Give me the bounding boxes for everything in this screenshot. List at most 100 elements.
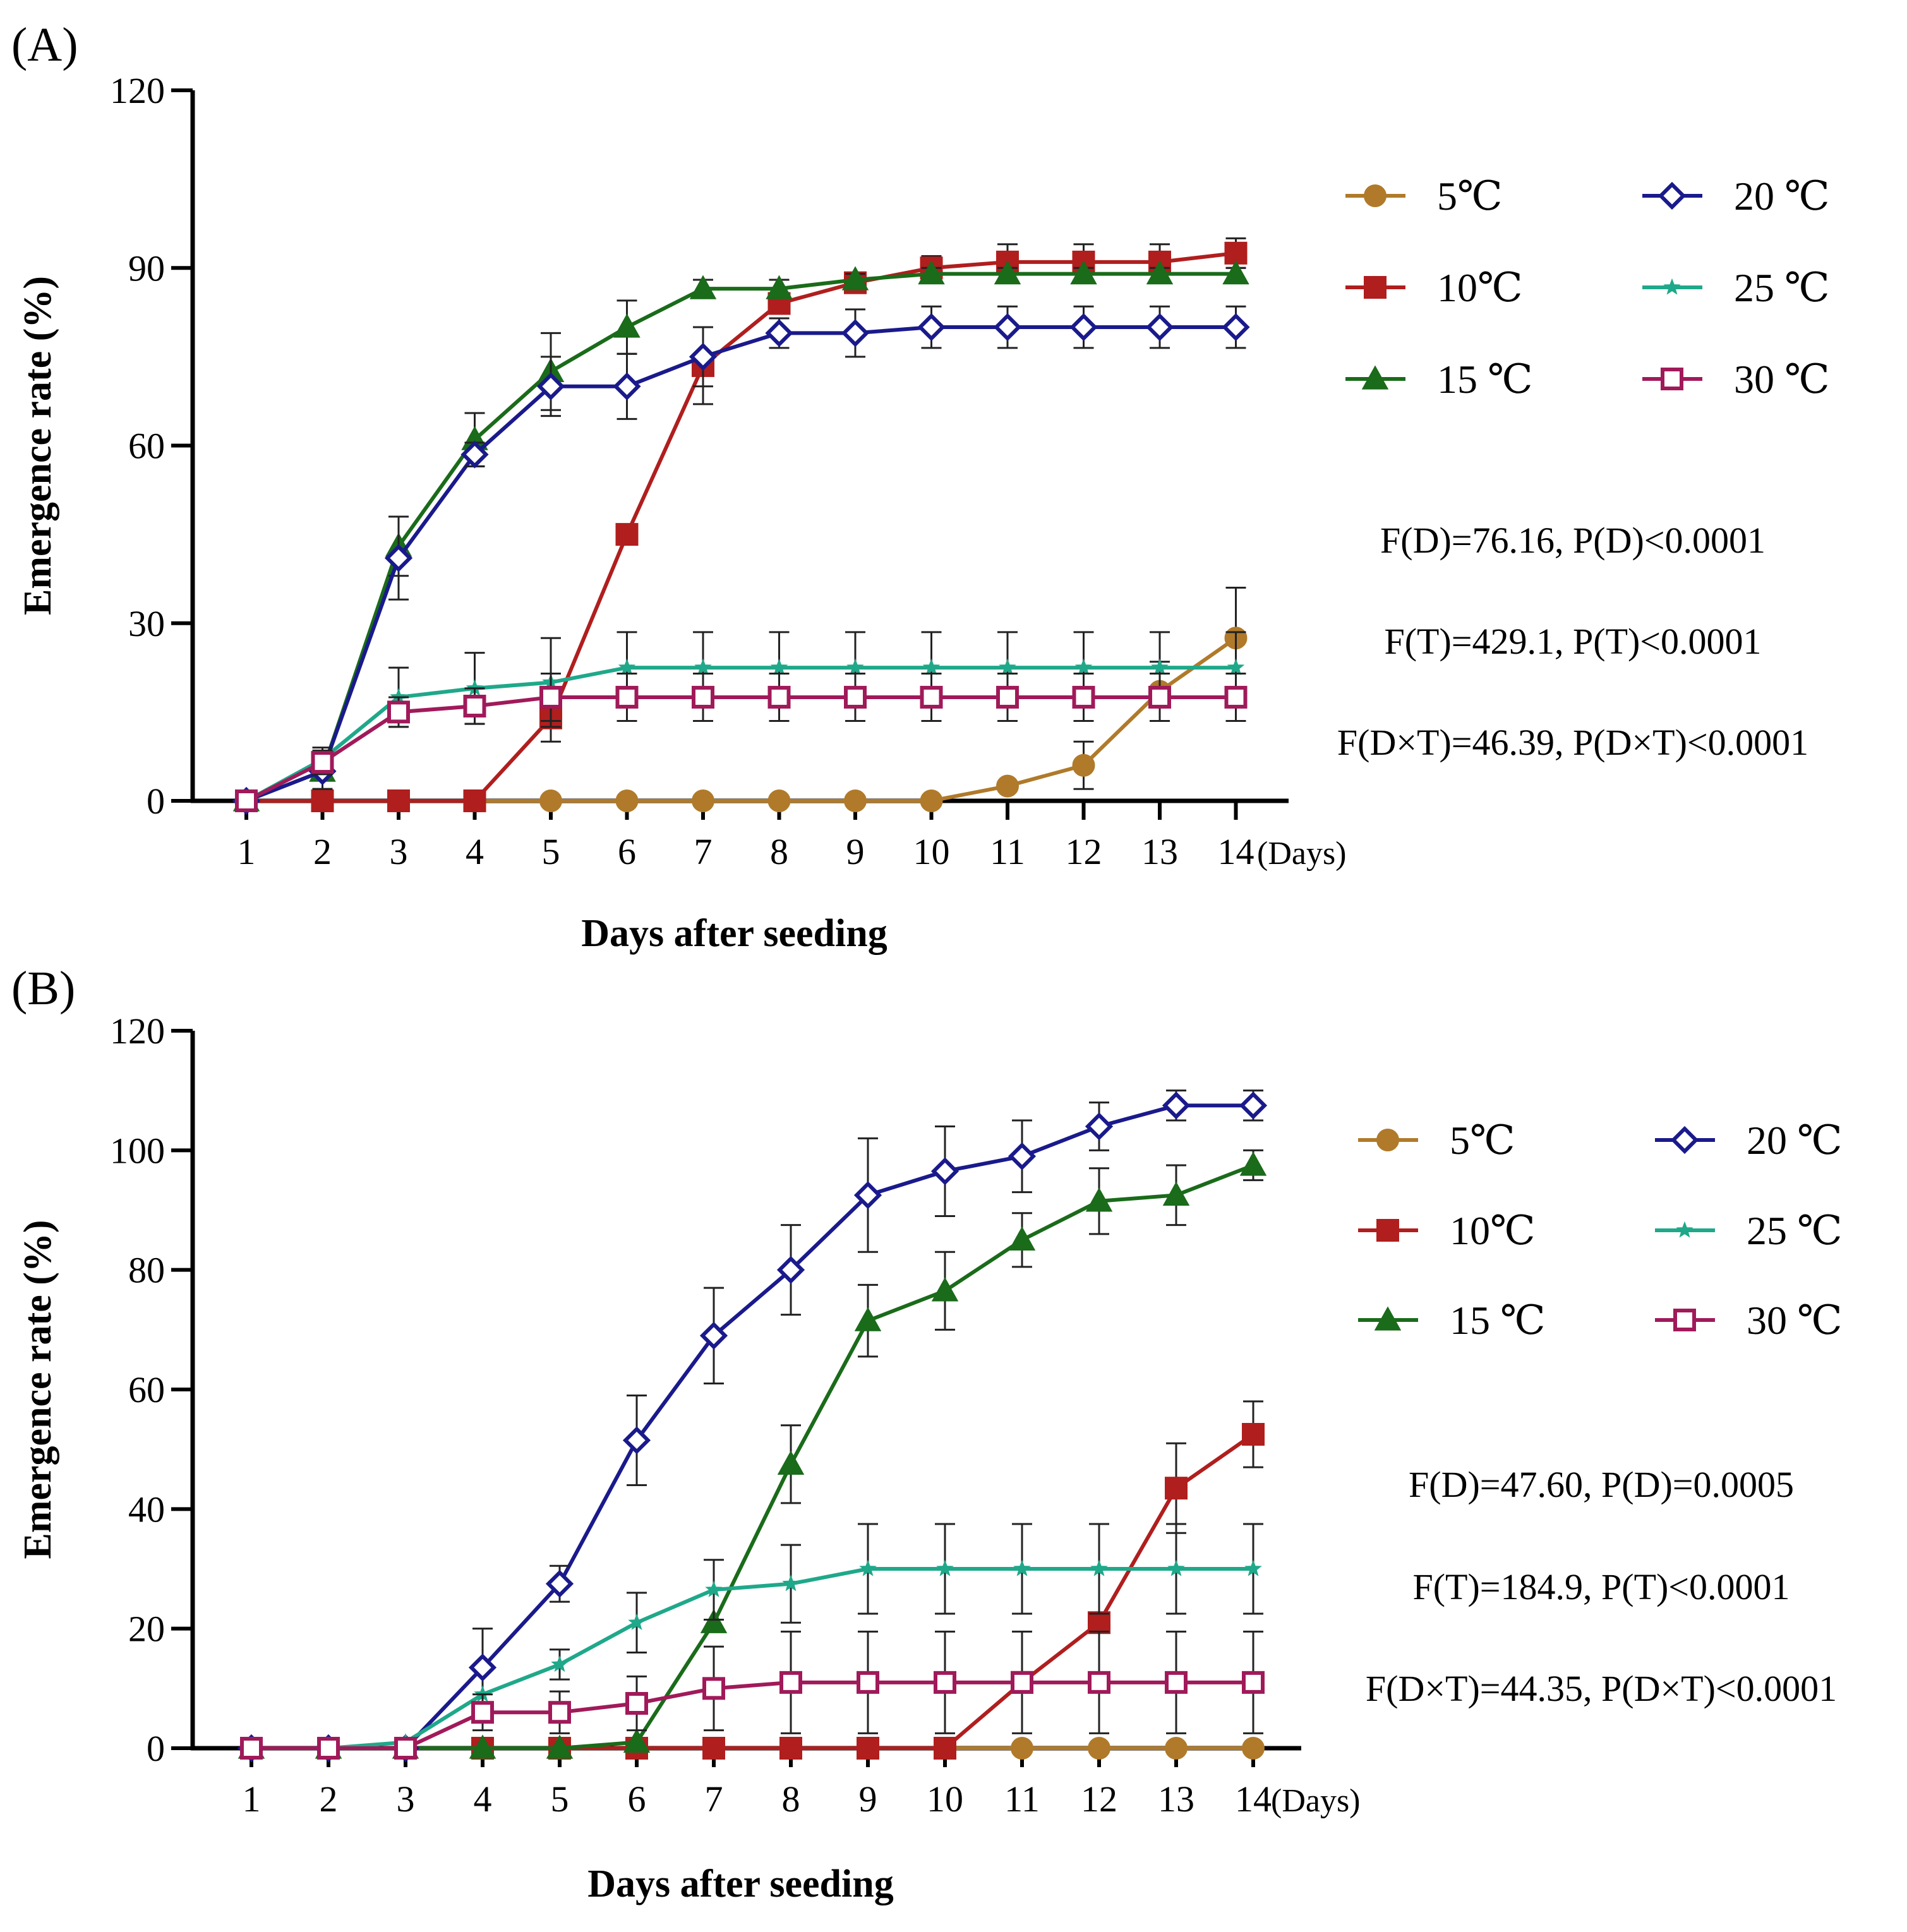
data-point: [1242, 1671, 1265, 1694]
data-point: [700, 1609, 728, 1633]
data-point: [1222, 260, 1249, 285]
data-point: [1088, 1611, 1110, 1635]
y-axis-title: Emergence rate (%): [16, 276, 59, 615]
data-point: [628, 1613, 646, 1630]
legend-marker: [1364, 276, 1387, 299]
legend-label: 5℃: [1437, 174, 1503, 219]
series-1: [235, 237, 1248, 812]
data-point: [692, 685, 714, 709]
x-axis-title: Days after seeding: [587, 1863, 893, 1905]
legend-item: 25 ℃: [1655, 1208, 1843, 1253]
data-point: [1088, 1671, 1110, 1694]
series-line: [245, 272, 1236, 803]
stat-annotation: F(T)=429.1, P(T)<0.0001: [1384, 621, 1761, 662]
series-line: [251, 1680, 1253, 1750]
data-point: [1165, 1477, 1188, 1500]
series-line: [251, 1163, 1254, 1750]
data-point: [705, 1580, 723, 1597]
data-point: [999, 658, 1016, 675]
stat-annotation: F(D×T)=44.35, P(D×T)<0.0001: [1366, 1668, 1837, 1709]
data-point: [468, 1653, 497, 1682]
data-point: [1011, 1737, 1033, 1760]
data-point: [622, 1426, 651, 1455]
data-point: [699, 1321, 728, 1350]
data-point: [1145, 313, 1174, 342]
data-point: [618, 658, 636, 675]
data-point: [1239, 1151, 1267, 1176]
data-point: [692, 789, 714, 812]
y-tick-label: 0: [147, 1728, 165, 1769]
x-tick-label: 14: [1218, 831, 1254, 872]
series-3: [232, 305, 1250, 815]
data-point: [770, 658, 788, 675]
legend-marker: [1374, 1306, 1402, 1331]
legend-label: 25 ℃: [1734, 265, 1830, 310]
data-point: [996, 685, 1019, 709]
data-point: [394, 1737, 417, 1760]
legend-label: 5℃: [1450, 1118, 1515, 1163]
data-point: [387, 789, 410, 812]
legend-item: 20 ℃: [1642, 174, 1830, 219]
series-5: [235, 672, 1248, 812]
data-point: [1074, 658, 1093, 675]
data-point: [615, 523, 639, 546]
data-point: [1070, 260, 1097, 285]
data-point: [1242, 1737, 1265, 1760]
data-point: [1072, 685, 1095, 709]
x-tick-label: 8: [770, 831, 788, 872]
x-tick-label: 10: [913, 831, 950, 872]
data-point: [846, 658, 864, 675]
legend-item: 20 ℃: [1655, 1118, 1843, 1163]
data-point: [1088, 1737, 1110, 1760]
data-point: [765, 319, 793, 347]
data-point: [920, 789, 943, 812]
legend-label: 10℃: [1437, 265, 1523, 310]
data-point: [996, 774, 1019, 798]
legend-marker: [1676, 1221, 1693, 1238]
data-point: [469, 1734, 496, 1759]
data-point: [625, 1692, 648, 1715]
data-point: [311, 789, 334, 812]
legend-item: 10℃: [1345, 265, 1523, 310]
series-line: [246, 251, 1236, 803]
y-tick-label: 90: [128, 248, 165, 289]
data-point: [623, 1728, 651, 1753]
data-point: [1239, 1091, 1268, 1120]
data-point: [551, 1655, 568, 1672]
legend: 5℃ 10℃ 15 ℃ 20 ℃ 25 ℃ 30 ℃: [1358, 1118, 1843, 1343]
data-point: [471, 1701, 494, 1724]
data-point: [545, 1569, 574, 1598]
data-point: [1151, 658, 1169, 675]
y-tick-label: 120: [110, 70, 165, 111]
data-point: [1085, 1187, 1113, 1212]
data-point: [317, 1737, 340, 1760]
x-tick-label: 8: [782, 1779, 800, 1820]
data-point: [920, 685, 943, 709]
data-point: [844, 685, 867, 709]
x-tick-label: 9: [846, 831, 865, 872]
x-unit-label: (Days): [1257, 836, 1347, 872]
legend-marker: [1361, 365, 1389, 390]
legend-item: 15 ℃: [1358, 1298, 1546, 1343]
data-point: [613, 313, 641, 338]
data-point: [463, 789, 486, 812]
data-point: [1008, 1142, 1037, 1170]
legend-label: 15 ℃: [1437, 357, 1533, 402]
data-point: [779, 1737, 802, 1760]
data-point: [384, 544, 413, 572]
data-point: [857, 1671, 879, 1694]
data-point: [1227, 658, 1245, 675]
y-tick-label: 40: [128, 1489, 165, 1530]
data-point: [387, 700, 410, 724]
data-point: [930, 1157, 960, 1185]
x-tick-label: 2: [313, 831, 332, 872]
y-tick-label: 120: [110, 1011, 165, 1052]
data-point: [311, 751, 334, 774]
panel-label: (B): [11, 962, 75, 1015]
y-tick-label: 60: [128, 1369, 165, 1410]
data-point: [1167, 1559, 1185, 1576]
y-tick-label: 60: [128, 426, 165, 467]
data-point: [615, 685, 639, 709]
data-point: [539, 789, 562, 812]
stat-annotation: F(D)=76.16, P(D)<0.0001: [1380, 520, 1766, 561]
